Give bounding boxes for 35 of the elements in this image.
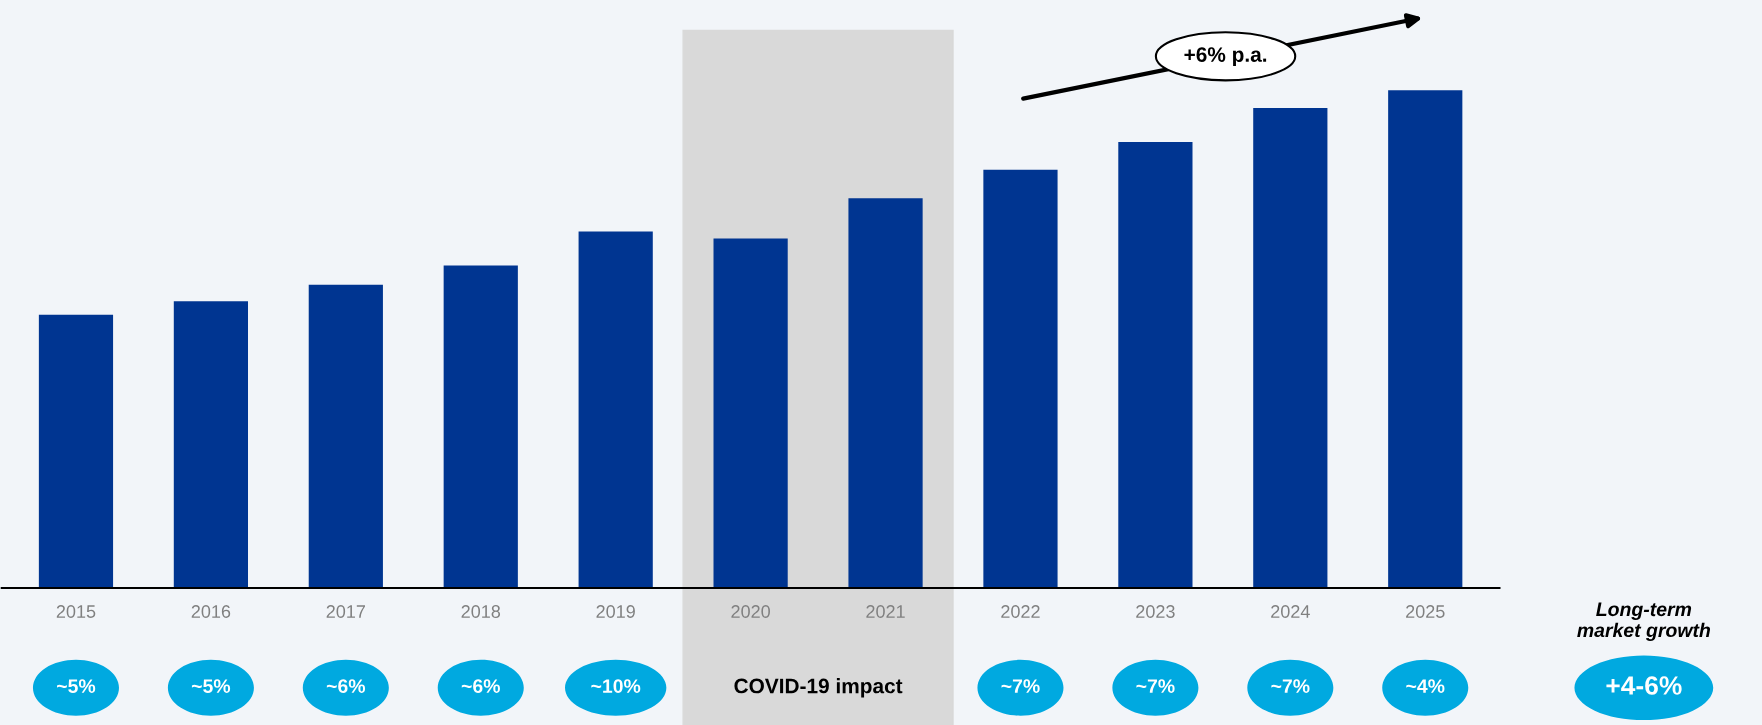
x-tick-label: 2017 xyxy=(326,605,366,618)
bar xyxy=(713,238,788,588)
text: ~6% xyxy=(326,679,366,693)
x-tick-label: 2021 xyxy=(866,605,905,618)
x-tick-label: 2025 xyxy=(1406,605,1445,618)
bar xyxy=(983,169,1058,588)
x-tick-label: 2023 xyxy=(1136,605,1175,618)
x-tick-label: 2024 xyxy=(1271,605,1310,618)
text: ~4% xyxy=(1406,679,1445,693)
x-tick-label: 2018 xyxy=(461,605,501,618)
text: +6% p.a. xyxy=(1184,47,1267,67)
text: ~7% xyxy=(1001,679,1040,693)
text: +4-6% xyxy=(1606,676,1682,695)
x-tick-label: 2019 xyxy=(596,605,635,618)
bar xyxy=(308,284,383,588)
text: ~7% xyxy=(1136,679,1175,693)
bar xyxy=(1253,108,1328,588)
text: ~6% xyxy=(461,679,500,693)
x-tick-label: 2016 xyxy=(191,605,231,618)
bar xyxy=(38,314,114,588)
text: ~5% xyxy=(57,679,96,693)
bar xyxy=(848,198,923,588)
bar xyxy=(1118,141,1193,588)
band-label: COVID-19 impact xyxy=(734,678,903,698)
bar xyxy=(578,231,653,588)
text: Long-term market growth xyxy=(1577,602,1711,641)
x-tick-label: 2020 xyxy=(731,605,770,618)
bar xyxy=(443,265,518,588)
x-tick-label: 2015 xyxy=(56,605,96,618)
bar xyxy=(1388,90,1463,588)
text: ~10% xyxy=(591,679,641,693)
bar xyxy=(173,301,249,588)
x-tick-label: 2022 xyxy=(1001,605,1040,618)
text: ~7% xyxy=(1271,679,1310,693)
text: ~5% xyxy=(191,679,231,693)
